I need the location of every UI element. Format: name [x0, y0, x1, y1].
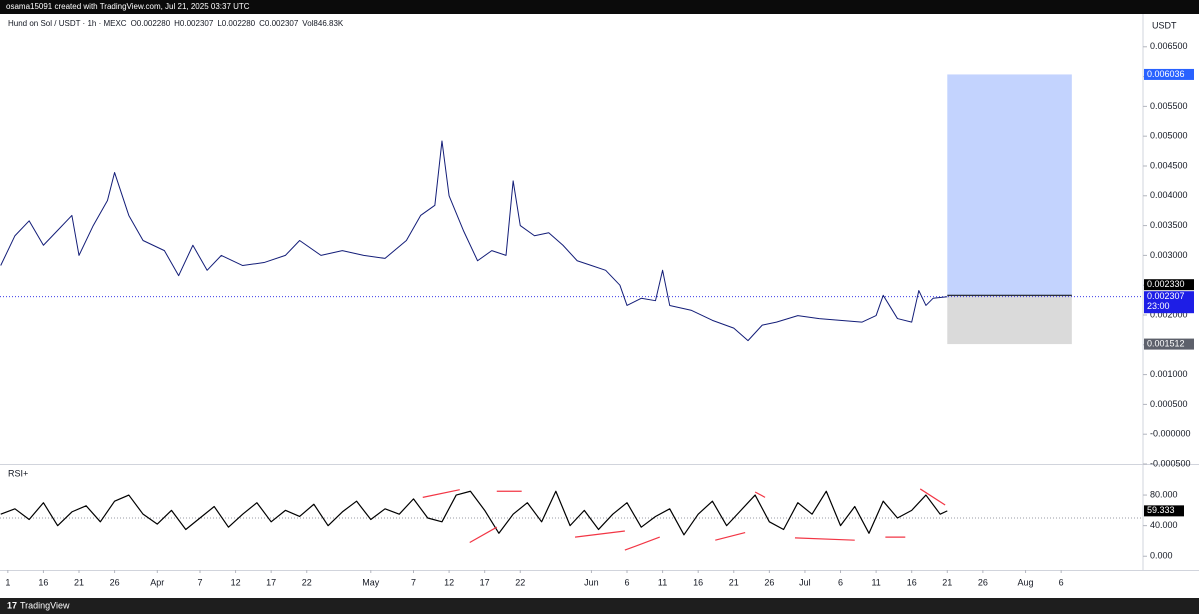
rsi-tick-label: 40.000 [1150, 520, 1178, 530]
rsi-last-label: 59.333 [1147, 505, 1175, 515]
top-bar [0, 0, 1199, 14]
x-tick-label: 1 [5, 577, 10, 587]
y-tick-label: 0.004500 [1150, 160, 1188, 170]
divergence-line [754, 491, 766, 498]
target-zone [947, 74, 1072, 296]
y-tick-label: 0.003000 [1150, 250, 1188, 260]
logo-mark: 17 [7, 600, 17, 610]
last-price-label-countdown: 23:00 [1147, 301, 1170, 311]
y-tick-label: -0.000500 [1150, 458, 1191, 468]
divergence-line [469, 526, 498, 543]
rsi-line [0, 490, 948, 536]
x-tick-label: 16 [693, 577, 703, 587]
y-tick-label: -0.000000 [1150, 429, 1191, 439]
legend: Hund on Sol / USDT · 1h · MEXC O0.002280 H… [8, 19, 344, 28]
x-tick-label: 12 [231, 577, 241, 587]
x-tick-label: 17 [266, 577, 276, 587]
price-line [0, 140, 948, 342]
legend-volume: Vol846.83K [302, 19, 344, 28]
legend-close: C0.002307 [259, 19, 299, 28]
x-tick-label: 26 [110, 577, 120, 587]
divergence-line [794, 537, 855, 541]
y-tick-label: 0.004000 [1150, 190, 1188, 200]
last-price-label-box [1144, 291, 1194, 314]
divergence-line [624, 536, 660, 551]
divergence-line [919, 488, 946, 506]
stop-zone [947, 295, 1072, 345]
y-tick-label: 0.001000 [1150, 369, 1188, 379]
x-tick-label: Jul [799, 577, 811, 587]
x-tick-label: 6 [1059, 577, 1064, 587]
x-tick-label: May [362, 577, 380, 587]
divergence-line [574, 530, 625, 538]
y-tick-label: 0.006500 [1150, 41, 1188, 51]
divergence-line [715, 531, 746, 541]
rsi-tick-label: 80.000 [1150, 489, 1178, 499]
y-tick-label: 0.002000 [1150, 309, 1188, 319]
x-tick-label: Apr [150, 577, 164, 587]
x-tick-label: 6 [838, 577, 843, 587]
x-tick-label: 21 [74, 577, 84, 587]
stop-label: 0.001512 [1147, 338, 1185, 348]
x-tick-label: 11 [658, 577, 667, 587]
bottom-bar [0, 598, 1199, 614]
rsi-last-box [1144, 505, 1184, 517]
last-price-label: 0.002307 [1147, 291, 1185, 301]
x-tick-label: 21 [942, 577, 952, 587]
x-tick-label: 7 [197, 577, 202, 587]
x-tick-label: 26 [978, 577, 988, 587]
x-tick-label: 17 [480, 577, 490, 587]
x-tick-label: Jun [584, 577, 599, 587]
axis-unit: USDT [1152, 20, 1177, 30]
x-tick-label: 26 [764, 577, 774, 587]
entry-label: 0.002330 [1147, 279, 1185, 289]
x-tick-label: 11 [871, 577, 880, 587]
x-tick-label: 22 [515, 577, 525, 587]
x-tick-label: 7 [411, 577, 416, 587]
x-tick-label: 6 [625, 577, 630, 587]
rsi-title: RSI+ [8, 468, 28, 478]
brand: TradingView [20, 600, 70, 610]
y-tick-label: 0.000500 [1150, 399, 1188, 409]
x-tick-label: 12 [444, 577, 454, 587]
rsi-tick-label: 0.000 [1150, 551, 1173, 561]
y-tick-label: 0.003500 [1150, 220, 1188, 230]
legend-open: O0.002280 [131, 19, 171, 28]
stop-label-box [1144, 338, 1194, 350]
x-tick-label: 22 [302, 577, 312, 587]
legend-symbol: Hund on Sol / USDT · 1h · MEXC [8, 19, 127, 28]
y-tick-label: 0.005500 [1150, 101, 1188, 111]
target-label-box [1144, 68, 1194, 80]
legend-high: H0.002307 [174, 19, 214, 28]
target-label: 0.006036 [1147, 69, 1185, 79]
caption: osama15091 created with TradingView.com,… [6, 2, 250, 11]
x-tick-label: Aug [1018, 577, 1034, 587]
x-tick-label: 16 [38, 577, 48, 587]
x-tick-label: 16 [907, 577, 917, 587]
x-tick-label: 21 [729, 577, 739, 587]
divergence-line [422, 489, 460, 498]
entry-label-box [1144, 279, 1194, 291]
legend-low: L0.002280 [217, 19, 255, 28]
y-tick-label: 0.005000 [1150, 131, 1188, 141]
